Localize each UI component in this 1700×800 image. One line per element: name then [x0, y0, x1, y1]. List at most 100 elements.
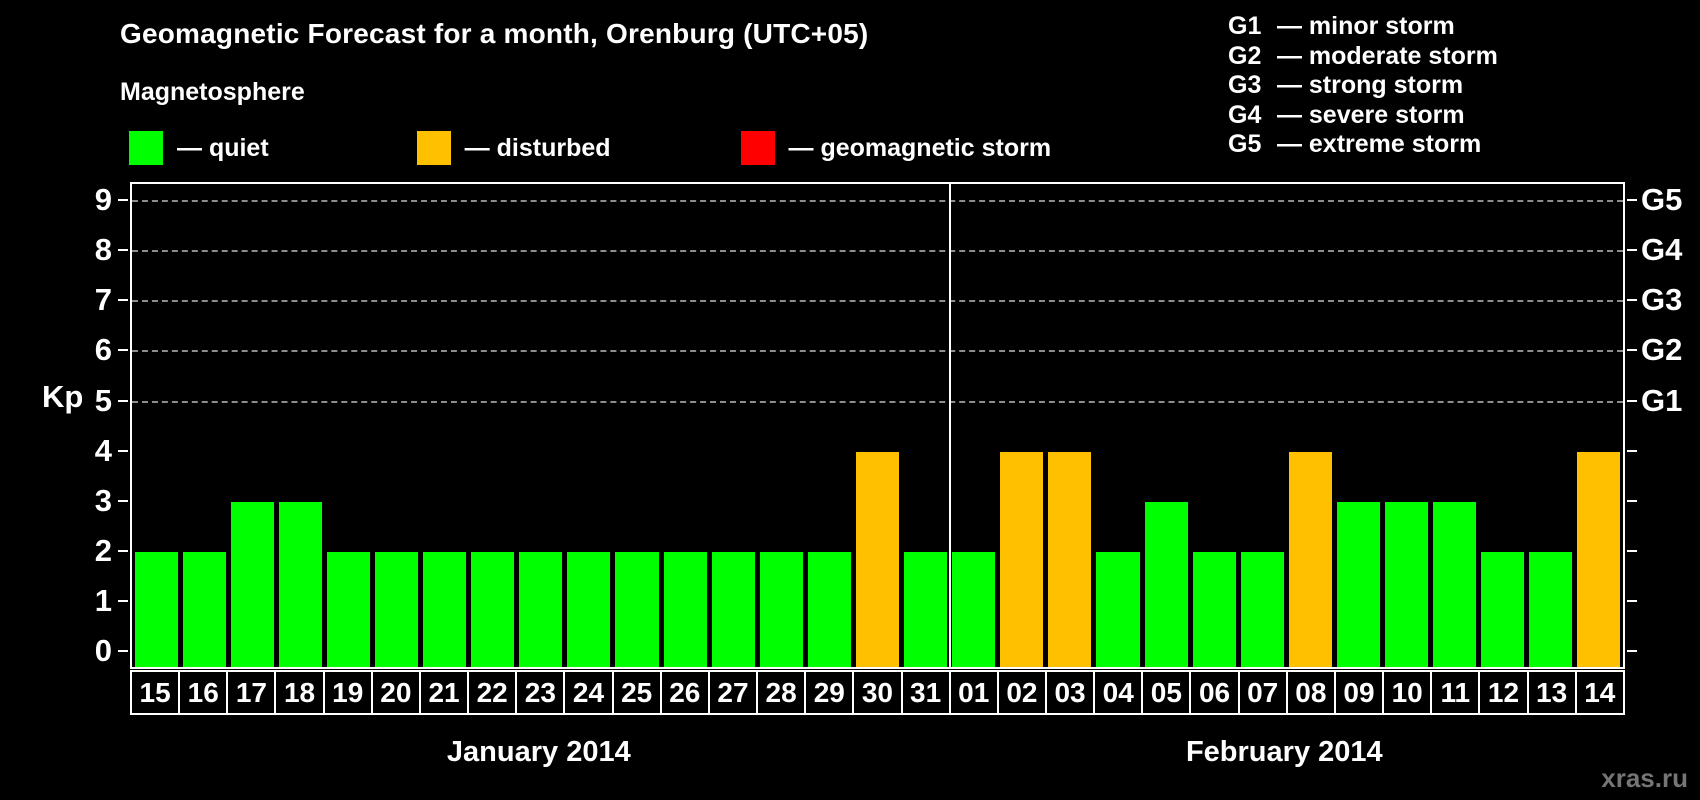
- kp-bar-day-04: [1096, 551, 1140, 667]
- day-label-09: 09: [1333, 670, 1385, 715]
- g-axis-label-g2: G2: [1641, 332, 1683, 368]
- day-label-20: 20: [370, 670, 421, 715]
- y-tick-right-7: [1627, 299, 1637, 302]
- magnetosphere-legend: — quiet — disturbed — geomagnetic storm: [129, 131, 1051, 165]
- kp-bar-day-24: [567, 551, 611, 667]
- day-label-28: 28: [756, 670, 807, 715]
- y-tick-right-6: [1627, 349, 1637, 352]
- day-label-19: 19: [322, 670, 373, 715]
- y-tick-left-2: [118, 549, 128, 552]
- kp-bar-day-28: [759, 551, 803, 667]
- y-tick-right-0: [1627, 650, 1637, 652]
- g-code: G5: [1228, 130, 1262, 158]
- y-tick-label-9: 9: [94, 182, 112, 218]
- kp-bar-day-15: [134, 551, 178, 667]
- y-tick-left-6: [118, 349, 128, 352]
- day-label-01: 01: [948, 670, 999, 715]
- y-tick-left-3: [118, 499, 128, 502]
- g-axis-label-g1: G1: [1641, 382, 1683, 418]
- day-label-16: 16: [178, 670, 229, 715]
- g-label: — extreme storm: [1270, 130, 1482, 158]
- y-tick-label-3: 3: [94, 482, 112, 518]
- day-label-04: 04: [1093, 670, 1144, 715]
- y-tick-label-4: 4: [94, 432, 112, 468]
- chart-title: Geomagnetic Forecast for a month, Orenbu…: [120, 18, 869, 49]
- y-tick-right-8: [1627, 249, 1637, 252]
- day-label-18: 18: [274, 670, 325, 715]
- day-label-03: 03: [1044, 670, 1096, 715]
- kp-bar-day-27: [711, 551, 755, 667]
- kp-bar-day-30: [855, 451, 900, 667]
- y-tick-right-4: [1627, 449, 1637, 452]
- y-tick-label-0: 0: [94, 633, 112, 668]
- y-tick-label-1: 1: [94, 582, 112, 618]
- day-label-13: 13: [1526, 670, 1577, 715]
- gridline-kp9: [132, 200, 1623, 203]
- day-label-22: 22: [467, 670, 518, 715]
- gridline-kp5: [132, 400, 1623, 403]
- kp-bar-day-14: [1577, 451, 1621, 667]
- kp-bar-day-17: [230, 501, 274, 667]
- kp-bar-day-25: [615, 551, 659, 667]
- day-label-30: 30: [852, 670, 903, 715]
- legend-label: — geomagnetic storm: [788, 133, 1052, 162]
- legend-label: — disturbed: [464, 133, 611, 162]
- kp-bar-day-23: [519, 551, 563, 667]
- kp-bar-day-16: [182, 551, 226, 667]
- kp-bar-day-22: [471, 551, 515, 667]
- disturbed-swatch: [416, 131, 451, 165]
- gridline-kp7: [132, 300, 1623, 303]
- day-label-17: 17: [226, 670, 277, 715]
- magnetosphere-label: Magnetosphere: [120, 78, 305, 106]
- month-label-1: February 2014: [1185, 736, 1383, 768]
- y-tick-right-3: [1627, 499, 1637, 502]
- y-tick-left-0: [118, 650, 128, 652]
- kp-bar-day-07: [1240, 551, 1284, 667]
- g-scale-legend: G1 — minor storm G2 — moderate storm G3 — …: [1228, 12, 1498, 160]
- gridline-kp8: [132, 250, 1623, 253]
- gridline-kp6: [132, 350, 1623, 353]
- kp-bar-day-18: [278, 501, 322, 667]
- day-label-07: 07: [1237, 670, 1288, 715]
- g-code: G4: [1228, 100, 1262, 129]
- kp-bar-day-21: [423, 551, 467, 667]
- y-tick-right-2: [1627, 549, 1637, 552]
- kp-bar-day-11: [1433, 501, 1477, 667]
- g-label: — severe storm: [1270, 100, 1465, 129]
- y-tick-label-2: 2: [94, 532, 112, 568]
- g-axis-label-g3: G3: [1641, 282, 1683, 318]
- g-legend-row-g1: G1 — minor storm: [1228, 12, 1498, 42]
- kp-bar-day-31: [904, 551, 948, 667]
- y-tick-right-1: [1627, 599, 1637, 602]
- day-label-24: 24: [563, 670, 614, 715]
- y-tick-right-9: [1627, 199, 1637, 202]
- kp-bar-day-02: [1000, 451, 1044, 667]
- kp-bar-day-12: [1481, 551, 1525, 667]
- g-legend-row-g5: G5 — extreme storm: [1228, 130, 1498, 160]
- y-tick-label-7: 7: [94, 282, 112, 318]
- g-legend-row-g2: G2 — moderate storm: [1228, 42, 1498, 72]
- kp-bar-day-20: [374, 551, 419, 667]
- day-label-26: 26: [659, 670, 710, 715]
- kp-bar-day-19: [326, 551, 370, 667]
- watermark: xras.ru: [1601, 763, 1688, 793]
- kp-bar-day-13: [1529, 551, 1573, 667]
- quiet-swatch: [129, 131, 163, 165]
- geomagnetic-storm-swatch: [740, 131, 775, 165]
- month-label-0: January 2014: [446, 736, 631, 768]
- day-label-10: 10: [1382, 670, 1433, 715]
- day-label-21: 21: [418, 670, 470, 715]
- g-legend-row-g4: G4 — severe storm: [1228, 101, 1498, 131]
- day-label-31: 31: [900, 670, 951, 715]
- legend-item-quiet: — quiet: [129, 131, 269, 165]
- day-label-14: 14: [1574, 670, 1625, 715]
- y-tick-left-1: [118, 599, 128, 602]
- day-label-row: 15 16 17 18 19 20 21 22 23 24 25 26 27 28 29 30 31 01 02 03…: [130, 670, 1625, 715]
- day-label-23: 23: [515, 670, 566, 715]
- kp-bar-day-03: [1048, 451, 1092, 667]
- day-label-25: 25: [611, 670, 662, 715]
- kp-bar-day-26: [663, 551, 707, 667]
- y-tick-label-6: 6: [94, 332, 112, 368]
- y-tick-left-4: [118, 449, 128, 452]
- g-code: G3: [1228, 71, 1262, 99]
